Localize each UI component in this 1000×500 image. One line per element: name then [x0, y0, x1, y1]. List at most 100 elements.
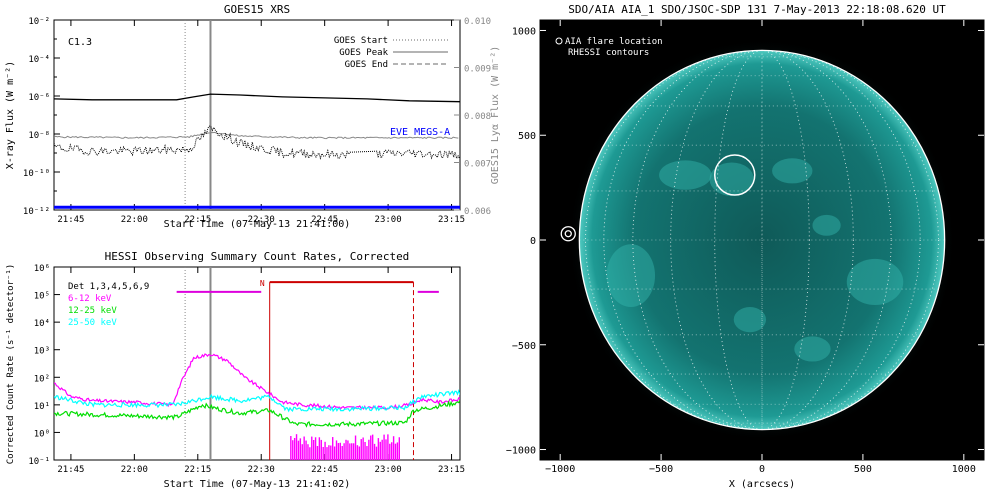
hessi-ytick-label: 10⁵ [34, 292, 50, 302]
active-region [772, 158, 813, 184]
goes-series-noisy [54, 125, 460, 160]
hessi-xtick-label: 22:15 [184, 465, 211, 475]
goes-ytick-label: 10⁻⁴ [28, 55, 50, 65]
hessi-series-12-25 keV [54, 399, 460, 428]
hessi-y-axis: 10⁶ 10⁵ 10⁴ 10³ 10² 10¹ 10⁰ 10⁻¹ [28, 264, 60, 467]
goes-ytick-label: 10⁻⁸ [28, 131, 50, 141]
aia-flare-location-circle [714, 154, 756, 196]
aia-xtick-label: 500 [854, 464, 872, 475]
active-region [659, 160, 712, 190]
goes-legend-label: GOES End [345, 60, 388, 70]
hessi-xtick-label: 22:30 [248, 465, 275, 475]
goes-ylabel-right: GOES15 Lyα Flux (W m⁻²) [490, 46, 501, 184]
hessi-ytick-label: 10³ [34, 347, 50, 357]
goes-xtick-label: 22:45 [311, 215, 338, 225]
goes-series-grey [54, 131, 459, 140]
active-region [794, 336, 831, 362]
goes-ytick-label: 10⁻¹² [23, 207, 50, 217]
aia-legend-marker [555, 37, 563, 45]
aia-title: SDO/AIA AIA_1 SDO/JSOC-SDP 131 7-May-201… [568, 3, 946, 16]
aia-ytick-label: −500 [512, 341, 536, 352]
hessi-ytick-label: 10¹ [34, 402, 50, 412]
rhessi-contour [558, 224, 578, 244]
aia-panel: SDO/AIA AIA_1 SDO/JSOC-SDP 131 7-May-201… [506, 3, 985, 490]
hessi-legend-label: 25-50 keV [68, 318, 117, 328]
aia-ytick-label: 1000 [512, 26, 536, 37]
longitude-line [585, 49, 939, 431]
rhessi-contour [564, 230, 572, 238]
hessi-legend: Det 1,3,4,5,6,9 6-12 keV 12-25 keV 25-50 ke… [68, 282, 149, 328]
goes-y2tick-label: 0.010 [464, 17, 491, 27]
goes-ylabel: X-ray Flux (W m⁻²) [5, 61, 16, 169]
hessi-xtick-label: 23:00 [375, 465, 402, 475]
aia-xtick-label: −1000 [545, 464, 575, 475]
rhessi-contour [560, 226, 576, 242]
hessi-xtick-label: 23:15 [438, 465, 465, 475]
hessi-series-6-12 keV [54, 353, 460, 411]
goes-xtick-label: 23:15 [438, 215, 465, 225]
aia-ytick-label: −1000 [506, 446, 536, 457]
hessi-xtick-label: 22:00 [121, 465, 148, 475]
aia-xtick-label: −500 [649, 464, 673, 475]
solar-disk [579, 50, 945, 430]
hessi-ytick-label: 10² [34, 374, 50, 384]
longitude-line [670, 49, 854, 431]
goes-legend-label: GOES Peak [339, 48, 388, 58]
aia-legend-label: AIA flare location [565, 37, 663, 47]
hessi-ylabel: Corrected Count Rate (s⁻¹ detector⁻¹) [6, 264, 16, 464]
hessi-series: N [54, 267, 460, 460]
goes-series [54, 20, 460, 210]
active-region [606, 244, 656, 308]
hessi-ytick-label: 10⁰ [34, 429, 50, 439]
hessi-xtick-label: 21:45 [57, 465, 84, 475]
hessi-ytick-label: 10⁻¹ [28, 457, 50, 467]
hessi-legend-label: 6-12 keV [68, 294, 112, 304]
hessi-series-25-50 keV [54, 389, 460, 413]
goes-xtick-label: 22:00 [121, 215, 148, 225]
aia-ytick-label: 0 [530, 236, 536, 247]
flare-class-label: C1.3 [68, 37, 92, 48]
goes-plot-frame [53, 19, 461, 211]
hessi-plot-frame [53, 266, 461, 461]
goes-x-axis: 21:45 22:00 22:15 22:30 22:45 23:00 23:15 [57, 20, 465, 225]
goes-xlabel: Start Time (07-May-13 21:41:00) [164, 219, 351, 230]
goes-title: GOES15 XRS [224, 3, 290, 16]
goes-y2tick-label: 0.008 [464, 112, 491, 122]
goes-legend: GOES Start GOES Peak GOES End [334, 36, 448, 70]
hessi-panel: HESSI Observing Summary Count Rates, Cor… [6, 250, 465, 490]
aia-xlabel: X (arcsecs) [729, 479, 795, 490]
goes-xtick-label: 22:15 [184, 215, 211, 225]
aia-legend-label: RHESSI contours [568, 48, 649, 58]
active-region [709, 162, 754, 196]
goes-y2tick-label: 0.007 [464, 160, 491, 170]
hessi-legend-label: Det 1,3,4,5,6,9 [68, 282, 149, 292]
goes-y2-axis: 0.010 0.009 0.008 0.007 0.006 [454, 17, 491, 217]
longitude-line [714, 49, 810, 431]
hessi-legend-label: 12-25 keV [68, 306, 117, 316]
goes-xtick-label: 22:30 [248, 215, 275, 225]
goes-series-black [54, 93, 460, 103]
aia-xtick-label: 1000 [952, 464, 976, 475]
hessi-xtick-label: 22:45 [311, 465, 338, 475]
aia-xtick-label: 0 [759, 464, 765, 475]
aia-axes: −1000 −500 0 500 1000 1000 500 0 −500 −1000 [506, 20, 984, 475]
hessi-ytick-label: 10⁶ [34, 264, 50, 274]
active-region [812, 214, 841, 236]
goes-xtick-label: 21:45 [57, 215, 84, 225]
rhessi-contour [562, 228, 574, 240]
hessi-title: HESSI Observing Summary Count Rates, Cor… [105, 250, 410, 263]
goes-y2tick-label: 0.009 [464, 65, 491, 75]
goes-y-axis: 10⁻² 10⁻⁴ 10⁻⁶ 10⁻⁸ 10⁻¹⁰ 10⁻¹² [23, 17, 60, 217]
goes-y2tick-label: 0.006 [464, 207, 491, 217]
eve-megs-label: EVE MEGS-A [390, 127, 450, 138]
hessi-ytick-label: 10⁴ [34, 319, 50, 329]
goes-legend-label: GOES Start [334, 36, 388, 46]
goes-xtick-label: 23:00 [375, 215, 402, 225]
goes-xrs-panel: GOES15 XRS 10⁻² 10⁻⁴ 10⁻⁶ 10⁻⁸ 10⁻¹⁰ 10⁻¹² 0.… [5, 3, 501, 230]
aia-ytick-label: 500 [518, 131, 536, 142]
aia-image [558, 39, 956, 441]
active-region [733, 307, 767, 333]
active-region [846, 258, 904, 305]
